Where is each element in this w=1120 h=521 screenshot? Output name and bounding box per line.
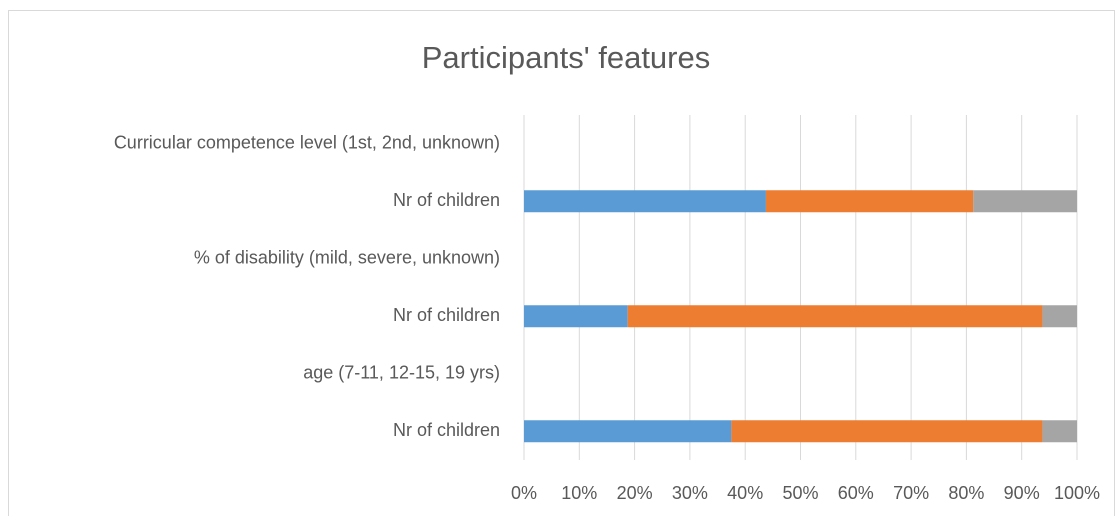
x-tick-label: 90% bbox=[1004, 483, 1040, 503]
y-tick-label: Nr of children bbox=[393, 305, 500, 325]
x-tick-label: 10% bbox=[561, 483, 597, 503]
y-tick-label: Nr of children bbox=[393, 190, 500, 210]
x-tick-label: 20% bbox=[617, 483, 653, 503]
x-tick-label: 70% bbox=[893, 483, 929, 503]
x-tick-label: 100% bbox=[1054, 483, 1100, 503]
x-tick-label: 60% bbox=[838, 483, 874, 503]
bar-segment bbox=[524, 420, 732, 443]
x-tick-label: 80% bbox=[948, 483, 984, 503]
x-tick-label: 50% bbox=[782, 483, 818, 503]
y-tick-label: Nr of children bbox=[393, 420, 500, 440]
y-tick-label: Curricular competence level (1st, 2nd, u… bbox=[114, 133, 500, 153]
bar-segment bbox=[973, 190, 1077, 213]
bar-segment bbox=[765, 190, 974, 213]
x-tick-label: 30% bbox=[672, 483, 708, 503]
bar-segment bbox=[524, 190, 766, 213]
y-tick-label: % of disability (mild, severe, unknown) bbox=[194, 248, 500, 268]
bar-segment bbox=[524, 305, 628, 328]
bar-segment bbox=[627, 305, 1043, 328]
chart-title: Participants' features bbox=[422, 40, 711, 75]
x-tick-label: 40% bbox=[727, 483, 763, 503]
bar-segment bbox=[1042, 420, 1077, 443]
bar-segment bbox=[731, 420, 1043, 443]
x-tick-label: 0% bbox=[511, 483, 537, 503]
y-tick-label: age (7-11, 12-15, 19 yrs) bbox=[303, 363, 500, 383]
bar-segment bbox=[1042, 305, 1077, 328]
